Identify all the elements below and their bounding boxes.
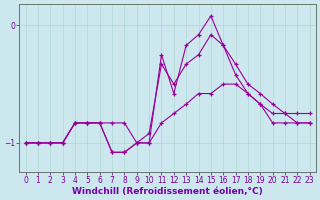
X-axis label: Windchill (Refroidissement éolien,°C): Windchill (Refroidissement éolien,°C) [72, 187, 263, 196]
